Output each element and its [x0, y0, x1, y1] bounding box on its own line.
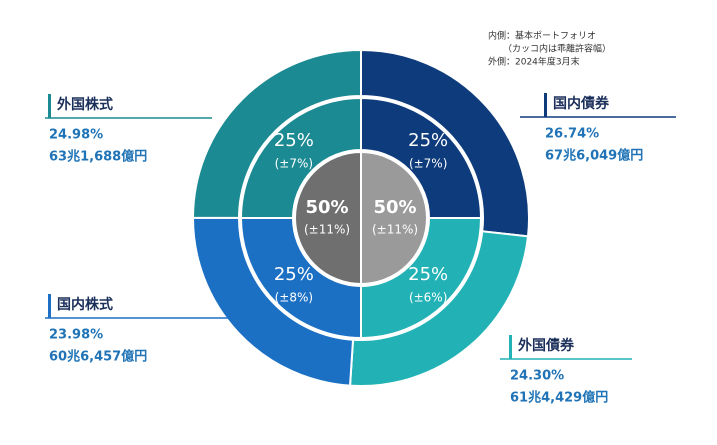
note: 内側：基本ポートフォリオ — [488, 30, 596, 42]
policy-slice — [360, 96, 483, 219]
policy-slice — [239, 96, 362, 219]
note: 外側：2024年度3月末 — [488, 56, 580, 68]
center-slice — [360, 150, 428, 286]
category-label: 外国株式 — [57, 96, 113, 113]
category-label: 国内株式 — [57, 296, 113, 313]
center-label: 50% — [373, 197, 416, 218]
policy-label: 25% — [408, 130, 448, 151]
legend-bar — [48, 294, 51, 318]
range-label: (±11%) — [304, 223, 350, 237]
range-label: (±11%) — [372, 223, 418, 237]
range-label: (±7%) — [409, 156, 447, 170]
legend-bar — [544, 93, 547, 117]
outer-slice — [191, 48, 362, 219]
value-label: 24.30% — [510, 369, 564, 384]
value-label: 24.98% — [49, 128, 103, 143]
category-label: 国内債券 — [553, 95, 610, 112]
legend-bar — [48, 94, 51, 118]
value-label: 26.74% — [545, 127, 599, 142]
center-slice — [294, 150, 362, 286]
range-label: (±6%) — [409, 291, 447, 305]
legend-bar — [509, 335, 512, 359]
center-label: 50% — [305, 197, 348, 218]
policy-slice — [239, 217, 362, 340]
category-label: 外国債券 — [518, 337, 575, 354]
amount-label: 60兆6,457億円 — [49, 349, 147, 365]
policy-label: 25% — [274, 264, 314, 285]
policy-label: 25% — [408, 264, 448, 285]
policy-label: 25% — [274, 130, 314, 151]
policy-slice — [360, 217, 483, 340]
note: （カッコ内は乖離許容幅） — [503, 43, 611, 55]
amount-label: 61兆4,429億円 — [510, 390, 608, 406]
amount-label: 67兆6,049億円 — [545, 148, 643, 164]
range-label: (±8%) — [275, 291, 313, 305]
amount-label: 63兆1,688億円 — [49, 149, 147, 165]
range-label: (±7%) — [275, 156, 313, 170]
value-label: 23.98% — [49, 328, 103, 343]
